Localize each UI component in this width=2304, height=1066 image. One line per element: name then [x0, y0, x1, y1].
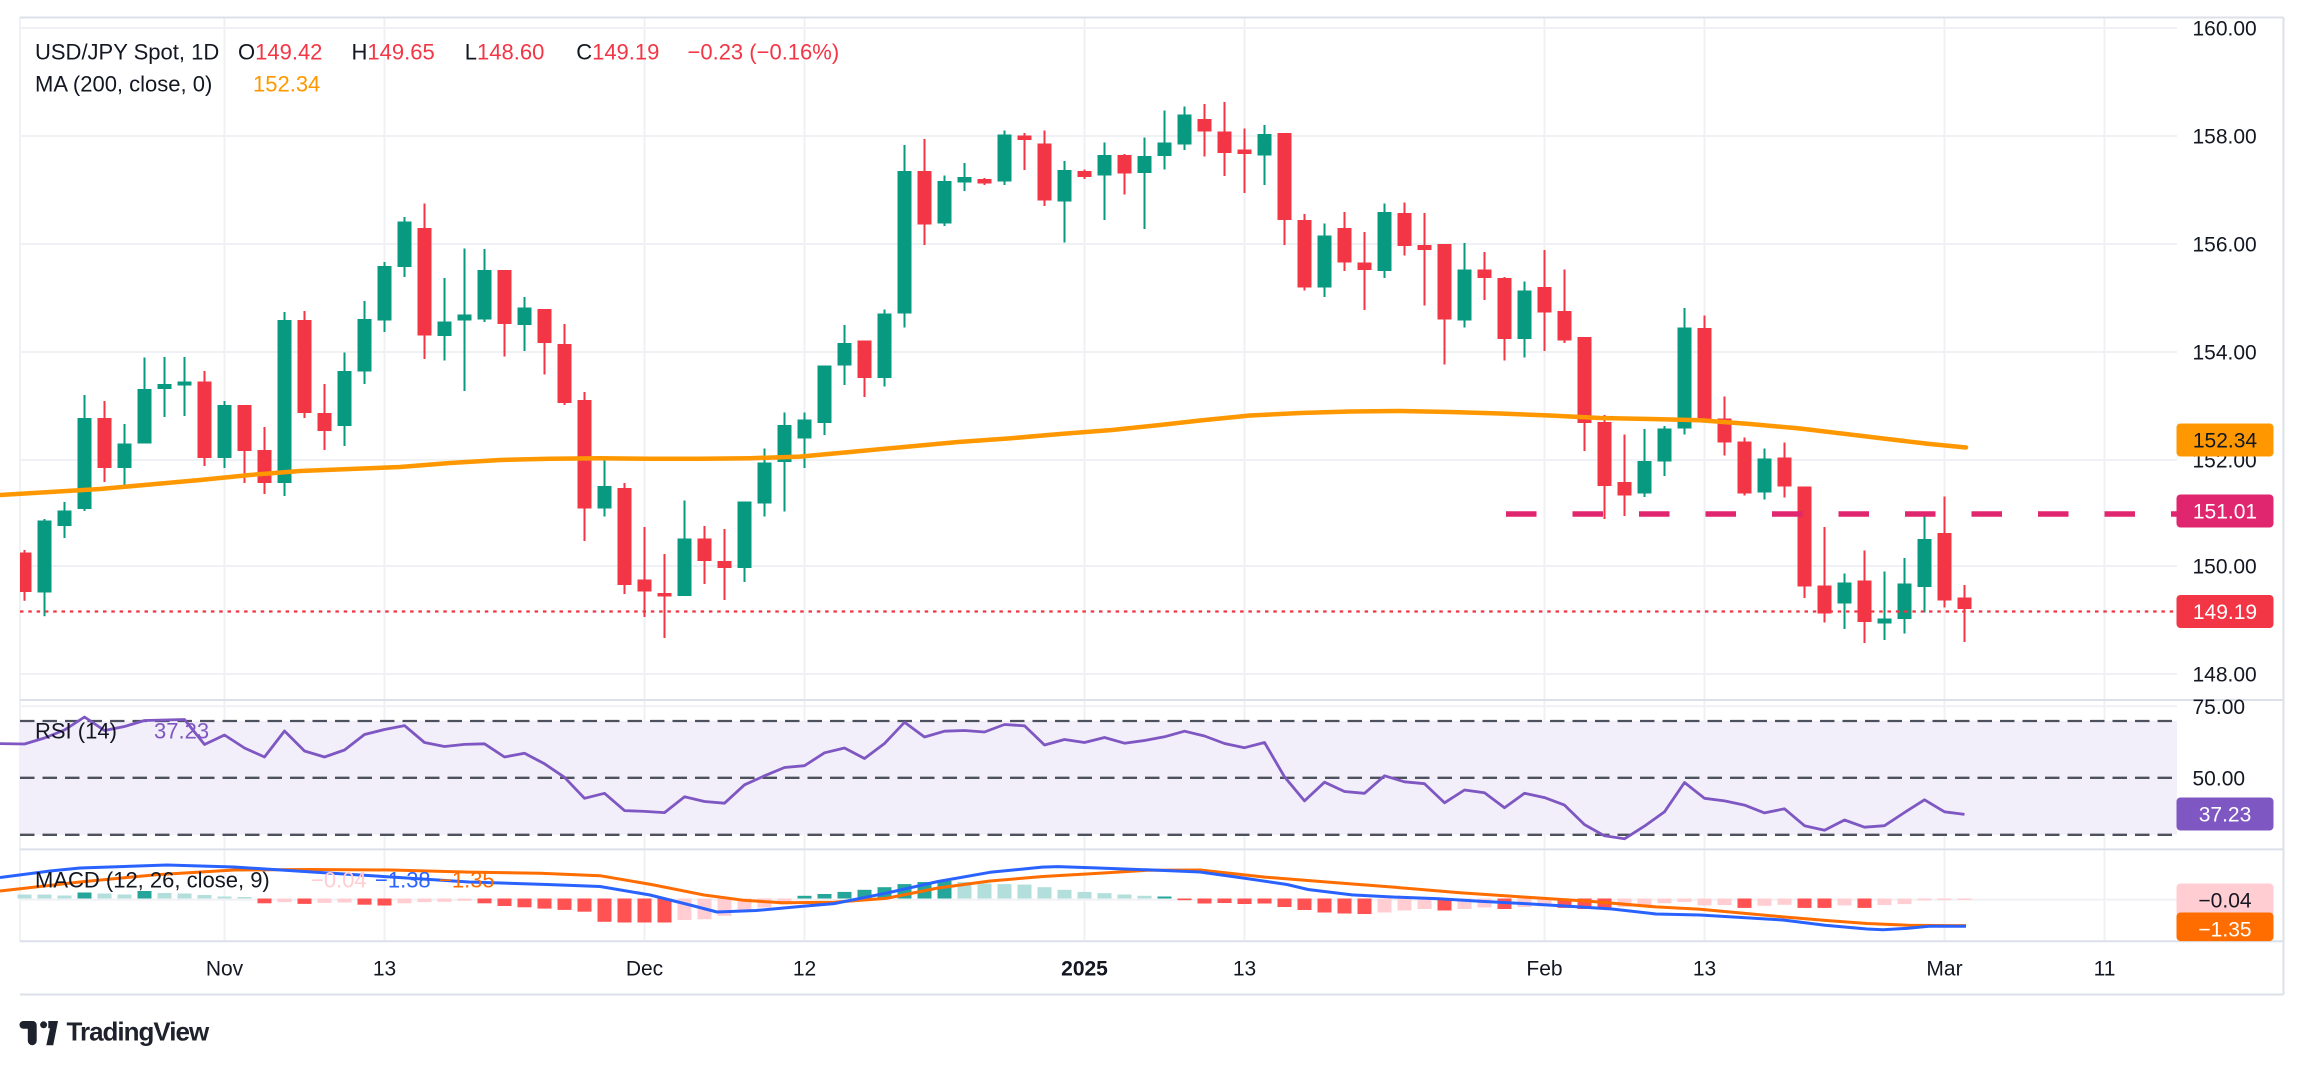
svg-text:Dec: Dec	[626, 958, 663, 981]
svg-text:158.00: 158.00	[2193, 126, 2257, 149]
svg-text:2025: 2025	[1061, 958, 1108, 981]
svg-text:−1.35: −1.35	[439, 868, 495, 893]
svg-text:−0.23 (−0.16%): −0.23 (−0.16%)	[688, 40, 840, 65]
svg-text:152.34: 152.34	[253, 72, 320, 97]
svg-text:Mar: Mar	[1926, 958, 1962, 981]
svg-text:37.23: 37.23	[2199, 804, 2252, 827]
svg-text:H149.65: H149.65	[352, 40, 435, 65]
svg-text:156.00: 156.00	[2193, 234, 2257, 257]
svg-text:TradingView: TradingView	[67, 1017, 210, 1047]
svg-text:50.00: 50.00	[2193, 767, 2246, 790]
svg-text:MA (200, close, 0): MA (200, close, 0)	[35, 72, 212, 97]
svg-text:−1.35: −1.35	[2198, 919, 2251, 942]
svg-text:75.00: 75.00	[2193, 696, 2246, 719]
svg-text:USD/JPY Spot, 1D: USD/JPY Spot, 1D	[35, 40, 219, 65]
svg-text:−0.04: −0.04	[2198, 890, 2251, 913]
svg-text:150.00: 150.00	[2193, 556, 2257, 579]
svg-text:11: 11	[2094, 958, 2116, 981]
svg-text:160.00: 160.00	[2193, 18, 2257, 41]
svg-text:C149.19: C149.19	[576, 40, 659, 65]
svg-text:149.19: 149.19	[2193, 601, 2257, 624]
svg-text:−0.04: −0.04	[311, 868, 367, 893]
svg-text:RSI (14): RSI (14)	[35, 719, 117, 744]
svg-text:152.34: 152.34	[2193, 430, 2258, 453]
svg-text:L148.60: L148.60	[465, 40, 545, 65]
svg-text:13: 13	[373, 958, 396, 981]
svg-text:Nov: Nov	[206, 958, 244, 981]
svg-text:154.00: 154.00	[2193, 342, 2257, 365]
svg-text:MACD (12, 26, close, 9): MACD (12, 26, close, 9)	[35, 868, 270, 893]
svg-text:151.01: 151.01	[2193, 501, 2257, 524]
svg-text:13: 13	[1233, 958, 1256, 981]
svg-text:37.23: 37.23	[154, 719, 209, 744]
svg-text:O149.42: O149.42	[238, 40, 322, 65]
svg-text:Feb: Feb	[1526, 958, 1562, 981]
svg-text:−1.38: −1.38	[375, 868, 431, 893]
svg-text:13: 13	[1693, 958, 1716, 981]
svg-text:12: 12	[793, 958, 816, 981]
svg-text:148.00: 148.00	[2193, 664, 2257, 687]
